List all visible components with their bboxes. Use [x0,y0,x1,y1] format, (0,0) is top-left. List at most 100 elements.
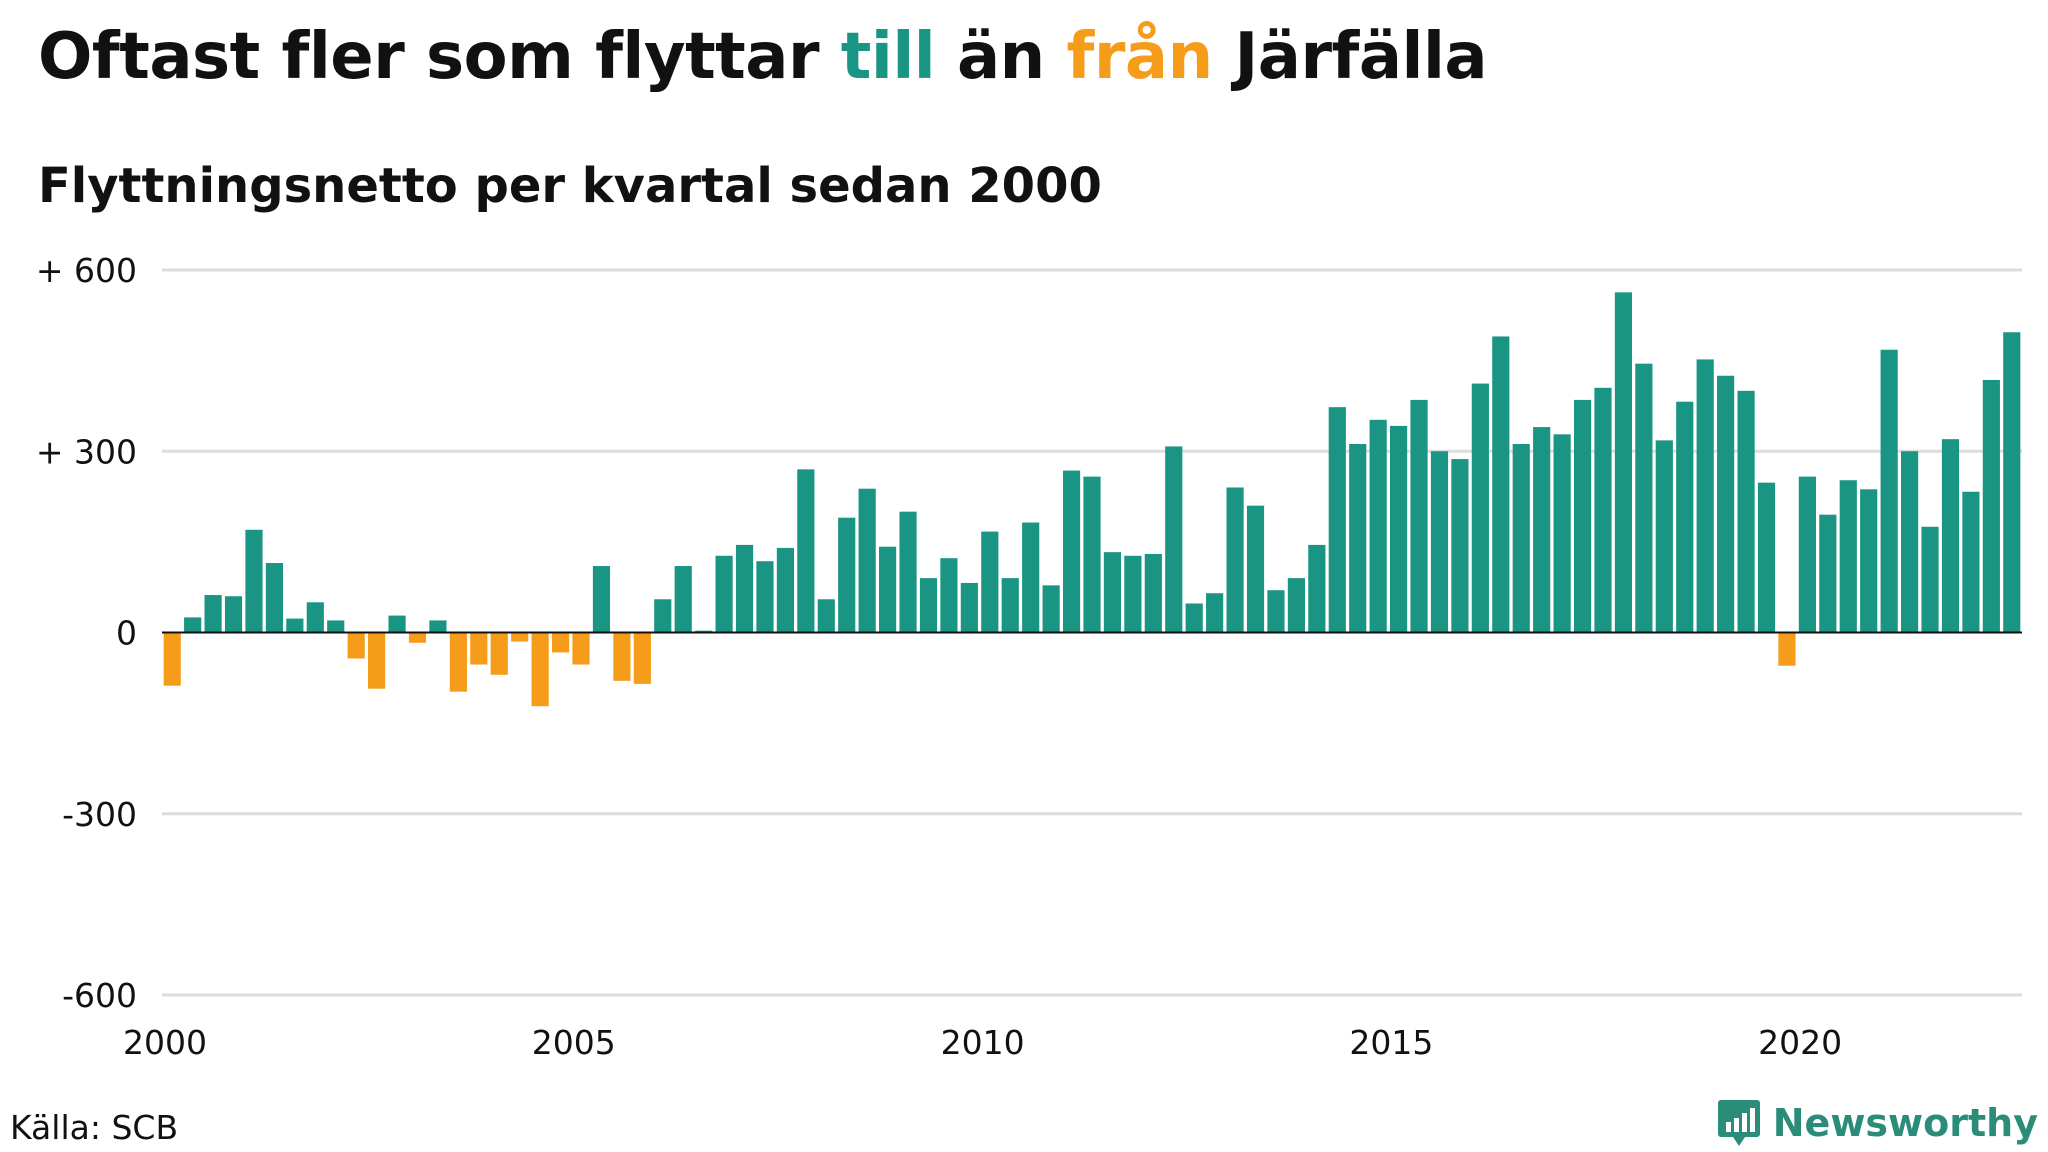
bar-2011K2 [1083,476,1101,633]
bars [163,292,2021,707]
title-part-3: än [935,20,1067,94]
bar-2007K4 [797,469,815,633]
bar-2005K2 [592,566,611,633]
bar-2021K3 [1921,526,1939,633]
title-highlight-till: till [840,20,936,94]
source-note: Källa: SCB [10,1108,179,1147]
bar-2012K2 [1165,446,1183,633]
bar-2001K3 [286,618,304,633]
title-part-5: Järfälla [1212,20,1488,94]
bar-2015K1 [1390,425,1408,633]
bar-2009K3 [940,558,958,633]
x-tick-label: 2020 [1758,1023,1842,1062]
bar-2019K3 [1757,482,1776,633]
bar-2022K3 [2003,332,2021,633]
bar-2003K3 [449,632,467,692]
bar-2013K3 [1267,590,1285,633]
bar-2011K3 [1103,552,1122,633]
bar-2000K4 [224,596,243,633]
bar-2006K4 [715,555,733,633]
bar-2002K4 [388,615,406,633]
y-tick-label: + 600 [36,251,137,290]
bar-2021K4 [1941,439,1960,633]
bar-2018K4 [1696,359,1714,633]
bar-2002K2 [347,632,365,659]
title-part-1: Oftast fler som flyttar [38,20,841,94]
bar-2017K4 [1614,292,1633,633]
bar-2012K3 [1185,603,1203,633]
bar-2008K1 [817,599,835,633]
bar-2016K1 [1471,383,1489,633]
bar-2016K4 [1533,427,1551,633]
bar-2021K2 [1901,451,1919,633]
bar-2015K4 [1451,459,1469,633]
bar-2010K1 [981,531,999,633]
bar-2017K2 [1573,399,1592,633]
bar-2002K1 [327,620,345,633]
y-tick-label: -300 [62,795,137,834]
bar-2000K3 [204,595,222,633]
bar-chart: + 600 + 300 0 -300 -600 2000 2005 2010 2015 2020 [36,251,2022,1062]
bar-2013K4 [1287,578,1305,633]
bar-2010K3 [1022,522,1040,633]
y-tick-label: -600 [62,976,137,1015]
x-axis-ticks: 2000 2005 2010 2015 2020 [123,1023,1842,1062]
bar-2000K2 [184,617,202,633]
bar-2017K3 [1594,387,1612,633]
bar-2022K1 [1962,491,1980,633]
bar-2011K1 [1062,470,1081,633]
bar-2004K1 [490,632,508,675]
bar-2021K1 [1880,349,1898,633]
bar-2010K2 [1001,578,1019,633]
bar-2007K2 [756,561,774,633]
y-tick-label: 0 [116,614,137,653]
bar-2007K1 [735,544,754,633]
bar-2016K2 [1492,336,1510,633]
bar-2013K2 [1246,505,1265,633]
bar-2005K3 [613,632,631,681]
bar-2019K2 [1737,390,1755,633]
bar-2008K3 [858,488,876,633]
bar-2018K1 [1635,363,1653,633]
bar-2012K4 [1206,593,1224,633]
x-tick-label: 2010 [941,1023,1025,1062]
bar-2004K2 [511,632,529,642]
bar-2020K4 [1860,489,1878,633]
y-tick-label: + 300 [36,432,137,471]
bar-2003K1 [408,632,427,643]
bar-2019K1 [1717,375,1735,633]
bar-2001K4 [306,602,324,633]
bar-2019K4 [1778,632,1796,666]
bar-2006K2 [674,566,692,633]
bar-2014K1 [1308,544,1326,633]
bar-2003K4 [470,632,488,665]
bar-2016K3 [1512,444,1530,633]
chart-subtitle: Flyttningsnetto per kvartal sedan 2000 [38,158,1102,214]
bar-2006K1 [654,599,672,633]
bar-2002K3 [368,632,386,689]
bar-2018K2 [1655,440,1673,633]
x-tick-label: 2000 [123,1023,207,1062]
brand-logo: Newsworthy [1717,1098,2038,1148]
bar-2014K2 [1328,407,1346,633]
bar-2004K3 [531,632,549,707]
bar-2018K3 [1676,401,1694,633]
bar-2009K4 [960,582,978,633]
bar-2005K4 [633,632,651,684]
gridlines [162,268,2022,997]
bar-2000K1 [163,632,181,686]
x-tick-label: 2005 [532,1023,616,1062]
bar-2009K2 [919,578,938,633]
bar-2015K2 [1410,399,1428,633]
bar-2003K2 [429,620,447,633]
y-axis-ticks: + 600 + 300 0 -300 -600 [36,251,137,1015]
bar-2004K4 [551,632,570,653]
bar-2010K4 [1042,585,1060,633]
bar-2008K2 [838,517,856,633]
bar-2011K4 [1124,555,1142,633]
bar-2008K4 [879,546,897,633]
bar-2013K1 [1226,487,1244,633]
newsworthy-logo-icon [1717,1100,1760,1146]
bar-2014K4 [1369,419,1387,633]
brand-name: Newsworthy [1772,1101,2038,1145]
